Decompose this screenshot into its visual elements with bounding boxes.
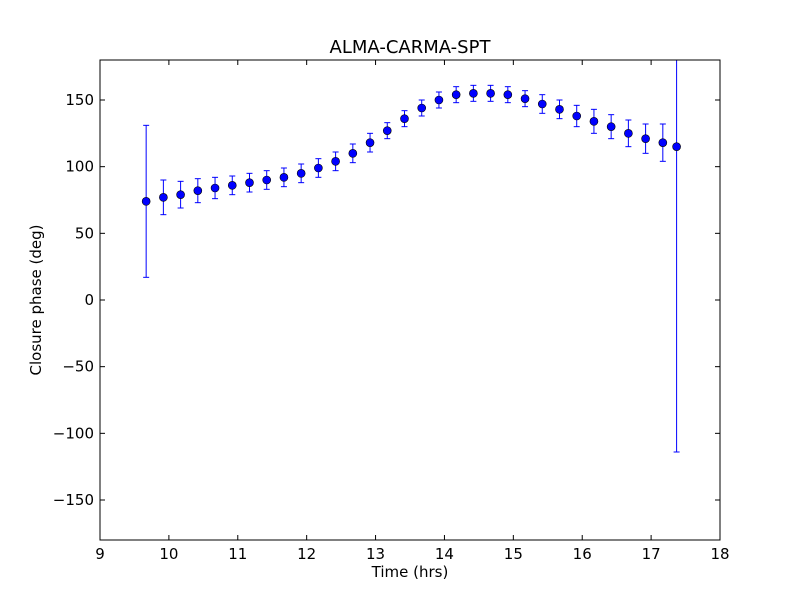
data-point (672, 142, 681, 151)
y-tick-label: 150 (65, 91, 94, 109)
data-point (451, 90, 461, 99)
x-tick-label: 13 (366, 545, 385, 563)
ticks-layer: 9 10 11 12 13 14 15 16 17 18 −150 −100 −50 0 50 100 150 (53, 60, 730, 563)
x-tick-label: 17 (642, 545, 661, 563)
data-point (606, 122, 616, 131)
x-tick-label: 12 (297, 545, 316, 563)
data-point (314, 163, 323, 173)
data-point (400, 114, 409, 123)
data-point (365, 138, 375, 147)
data-point (279, 173, 289, 182)
data-point (382, 126, 392, 135)
data-point (520, 94, 530, 103)
data-point (537, 99, 547, 109)
data-point (624, 129, 633, 138)
y-tick-label: 50 (75, 224, 94, 242)
data-point (331, 157, 340, 166)
data-point (296, 169, 306, 178)
x-tick-label: 15 (504, 545, 523, 563)
y-tick-label: 100 (65, 158, 94, 176)
data-point (227, 181, 237, 190)
data-point (348, 149, 358, 158)
y-tick-label: −100 (53, 424, 94, 442)
data-point (245, 178, 254, 187)
y-tick-label: 0 (84, 291, 94, 309)
plot-frame (99, 59, 721, 541)
data-point (572, 111, 582, 121)
data-point (193, 186, 203, 195)
y-tick-label: −150 (53, 491, 94, 509)
plot-marks (141, 60, 681, 453)
data-point (658, 138, 668, 147)
x-tick-label: 16 (573, 545, 592, 563)
data-point (159, 193, 168, 202)
data-point (469, 89, 478, 98)
x-tick-label: 11 (228, 545, 247, 563)
data-point (589, 117, 599, 126)
x-tick-label: 10 (159, 545, 178, 563)
x-tick-label: 14 (435, 545, 454, 563)
data-point (434, 95, 444, 105)
data-point (262, 175, 272, 185)
data-point (555, 105, 564, 114)
data-point (486, 89, 495, 98)
x-axis-label: Time (hrs) (371, 563, 449, 581)
data-point (210, 183, 220, 193)
y-tick-label: −50 (62, 358, 94, 376)
data-point (503, 90, 513, 99)
data-point (641, 134, 650, 143)
data-point (417, 103, 427, 113)
y-axis-label: Closure phase (deg) (27, 225, 45, 376)
x-tick-label: 9 (95, 545, 105, 563)
data-point (176, 190, 185, 199)
x-tick-label: 18 (710, 545, 729, 563)
chart-title: ALMA-CARMA-SPT (330, 37, 492, 58)
data-point (141, 197, 151, 206)
